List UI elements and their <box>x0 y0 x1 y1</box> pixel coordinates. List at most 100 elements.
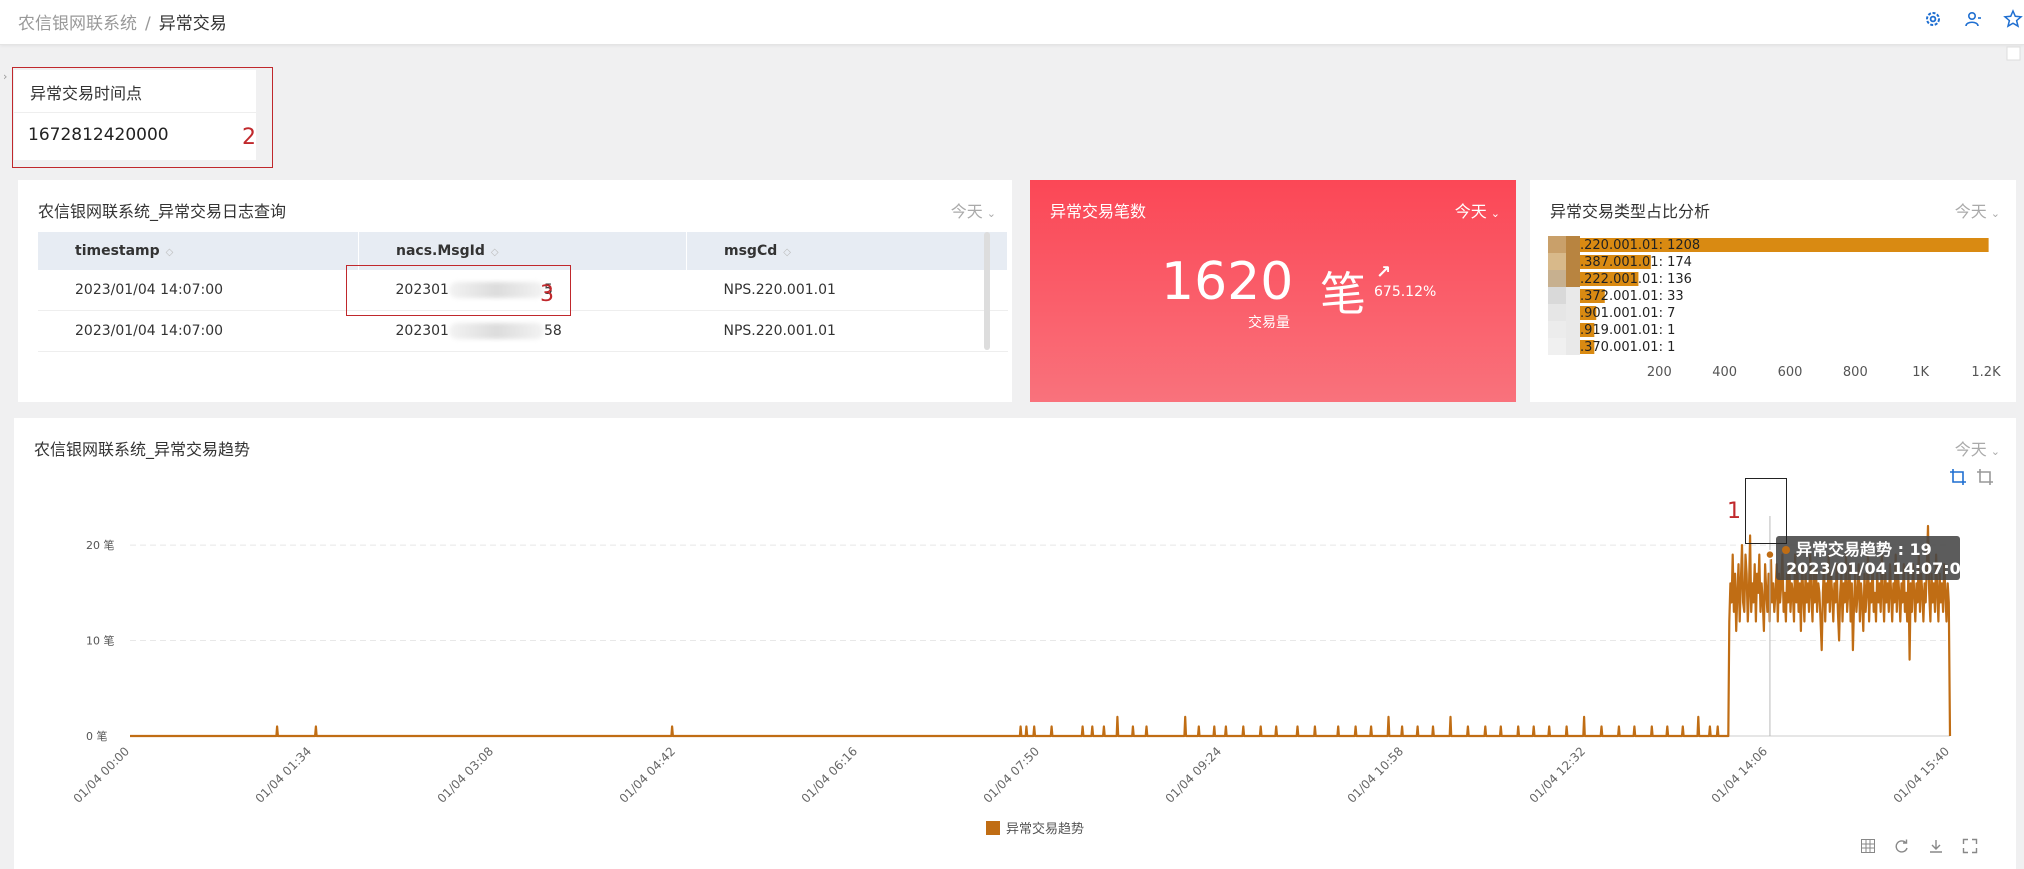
legend-label: 异常交易趋势 <box>1006 822 1085 837</box>
trend-chart: 0 笔 10 笔 20 笔 01/04 00:00 01/04 01:34 01/04 0… <box>71 516 1972 806</box>
kpi-title: 异常交易笔数 <box>1050 202 1147 221</box>
label-mask <box>1548 253 1566 270</box>
table-header-row: timestamp ◇ nacs.MsgId ◇ msgCd ◇ <box>38 232 1008 270</box>
x-tick-label: 01/04 01:34 <box>253 744 315 806</box>
zoom-reset-icon[interactable] <box>1976 468 1994 486</box>
x-tick-label: 1K <box>1912 365 1929 380</box>
trend-chart-title: 农信银网联系统_异常交易趋势 <box>34 440 251 459</box>
log-range-dropdown[interactable]: 今天 ⌄ <box>951 198 996 222</box>
cell-msgcd: NPS.220.001.01 <box>686 270 1008 311</box>
msgid-prefix: 202301 <box>395 323 449 339</box>
redacted-mask <box>448 282 544 298</box>
label-mask <box>1566 304 1580 321</box>
y-tick-label: 20 笔 <box>86 538 115 552</box>
breadcrumb-separator: / <box>145 14 151 34</box>
variable-label: 异常交易时间点 <box>30 84 143 103</box>
x-tick-label: 800 <box>1843 365 1868 380</box>
scrollbar-corner[interactable] <box>2004 44 2024 64</box>
kpi-range-dropdown[interactable]: 今天 ⌄ <box>1455 198 1500 222</box>
bar-range-label: 今天 <box>1954 202 1987 221</box>
collapse-arrow-icon[interactable]: › <box>3 70 8 83</box>
breadcrumb-parent[interactable]: 农信银网联系统 <box>18 14 137 34</box>
breadcrumb: 农信银网联系统 / 异常交易 <box>18 9 227 34</box>
label-mask <box>1566 253 1580 270</box>
annotation-label-3: 3 <box>540 282 554 307</box>
bar-chart: .220.001.01: 1208 .387.001.01: 174 .222.00… <box>1548 236 2001 380</box>
column-header-label: nacs.MsgId <box>396 243 485 259</box>
restore-icon[interactable] <box>1894 838 1910 858</box>
x-tick-label: 01/04 04:42 <box>617 744 679 806</box>
chevron-down-icon: ⌄ <box>986 207 996 220</box>
type-ratio-panel: 异常交易类型占比分析 今天 ⌄ .220.001.01: 1208 .387.001… <box>1530 180 2016 402</box>
x-tick-label: 01/04 14:06 <box>1709 744 1771 806</box>
annotation-box-2 <box>12 67 273 168</box>
bar <box>1580 272 1639 286</box>
column-header-msgid[interactable]: nacs.MsgId ◇ <box>358 232 687 270</box>
x-tick-label: 1.2K <box>1971 365 2001 380</box>
kpi-range-label: 今天 <box>1454 202 1487 221</box>
x-tick-label: 600 <box>1778 365 1803 380</box>
label-mask <box>1548 287 1566 304</box>
trend-range-dropdown[interactable]: 今天 ⌄ <box>1955 436 2000 460</box>
label-mask <box>1566 321 1580 338</box>
label-mask <box>1566 236 1580 253</box>
kpi-value: 1620 <box>1161 252 1294 312</box>
cell-msgid: 202301 58 <box>358 310 687 352</box>
data-view-icon[interactable] <box>1860 838 1876 858</box>
log-range-label: 今天 <box>950 202 983 221</box>
x-tick-label: 200 <box>1647 365 1672 380</box>
sort-icon[interactable]: ◇ <box>490 247 499 258</box>
tooltip-series: 异常交易趋势 : 19 <box>1796 540 1932 559</box>
bar <box>1580 255 1651 269</box>
label-mask <box>1548 304 1566 321</box>
variable-panel: 异常交易时间点 1672812420000 <box>14 70 256 160</box>
bar <box>1580 238 1989 252</box>
x-tick-label: 01/04 06:16 <box>799 744 861 806</box>
column-header-label: msgCd <box>724 243 778 259</box>
column-header-label: timestamp <box>75 243 160 259</box>
chevron-down-icon: ⌄ <box>1490 207 1500 220</box>
bar <box>1580 306 1597 320</box>
bar-range-dropdown[interactable]: 今天 ⌄ <box>1955 198 2000 222</box>
series-line <box>130 524 1952 738</box>
breadcrumb-current: 异常交易 <box>158 14 227 34</box>
legend[interactable]: 异常交易趋势 <box>986 818 1084 837</box>
redacted-mask <box>448 323 544 339</box>
cell-timestamp: 2023/01/04 14:07:00 <box>38 310 359 352</box>
bar-label: .901.001.01: 7 <box>1580 306 1675 321</box>
star-icon[interactable] <box>2002 8 2024 30</box>
zoom-select-icon[interactable] <box>1949 468 1967 486</box>
user-share-icon[interactable] <box>1962 8 1984 30</box>
gear-icon[interactable] <box>1922 8 1944 30</box>
table-row[interactable]: 2023/01/04 14:07:00 202301 58 NPS.220.001… <box>38 310 1008 352</box>
label-mask <box>1566 287 1580 304</box>
top-bar: 农信银网联系统 / 异常交易 <box>0 0 2024 45</box>
log-table: timestamp ◇ nacs.MsgId ◇ msgCd ◇ 2023/01/04… <box>38 232 1008 352</box>
annotation-label-2: 2 <box>242 125 256 150</box>
x-tick-label: 01/04 15:40 <box>1891 744 1953 806</box>
variable-value[interactable]: 1672812420000 <box>28 125 169 145</box>
divider <box>14 112 256 113</box>
cell-timestamp: 2023/01/04 14:07:00 <box>38 270 359 311</box>
sort-icon[interactable]: ◇ <box>783 247 791 258</box>
bar-label: .372.001.01: 33 <box>1580 289 1684 304</box>
table-scrollbar[interactable] <box>984 232 990 350</box>
fullscreen-icon[interactable] <box>1962 838 1978 858</box>
table-row[interactable]: 2023/01/04 14:07:00 202301 5 NPS.220.001.… <box>38 270 1008 311</box>
column-header-timestamp[interactable]: timestamp ◇ <box>38 232 359 270</box>
annotation-label-1: 1 <box>1727 499 1741 524</box>
log-panel-title: 农信银网联系统_异常交易日志查询 <box>38 202 287 221</box>
download-icon[interactable] <box>1928 838 1944 858</box>
x-tick-label: 01/04 07:50 <box>981 744 1043 806</box>
cell-msgcd: NPS.220.001.01 <box>686 310 1008 352</box>
column-header-msgcd[interactable]: msgCd ◇ <box>686 232 1008 270</box>
bar-label: .220.001.01: 1208 <box>1580 238 1700 253</box>
chevron-down-icon: ⌄ <box>1990 207 2000 220</box>
sort-icon[interactable]: ◇ <box>165 247 174 258</box>
trend-up-icon: ↗ <box>1376 262 1392 283</box>
annotation-box-3 <box>346 265 571 316</box>
x-tick-label: 01/04 10:58 <box>1345 744 1407 806</box>
bar <box>1580 323 1595 337</box>
trend-panel: 农信银网联系统_异常交易趋势 今天 ⌄ 0 笔 10 笔 20 笔 01/04 00:0… <box>14 418 2016 869</box>
hover-point <box>1765 549 1775 560</box>
